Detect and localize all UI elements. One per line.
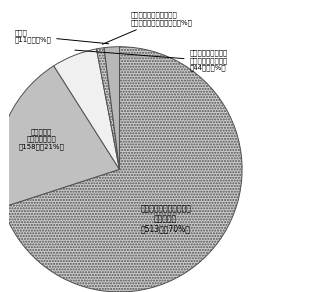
Text: 社員の派遣を望む施設を
紹介してほしい（３社：１%）: 社員の派遣を望む施設を 紹介してほしい（３社：１%） (102, 12, 193, 44)
Text: 社内人事配置を含め
前向きに検討したい
（44社：６%）: 社内人事配置を含め 前向きに検討したい （44社：６%） (75, 50, 228, 72)
Text: 社内合意が
とれないと思う
（158社：21%）: 社内合意が とれないと思う （158社：21%） (19, 128, 65, 150)
Wedge shape (0, 66, 120, 207)
Wedge shape (96, 48, 120, 169)
Wedge shape (104, 47, 120, 169)
Text: 企業全体で検討しないと
わからない
（513社：70%）: 企業全体で検討しないと わからない （513社：70%） (140, 204, 191, 234)
Wedge shape (54, 49, 120, 169)
Wedge shape (3, 47, 242, 292)
Text: 無回答
（11社：２%）: 無回答 （11社：２%） (14, 29, 109, 44)
